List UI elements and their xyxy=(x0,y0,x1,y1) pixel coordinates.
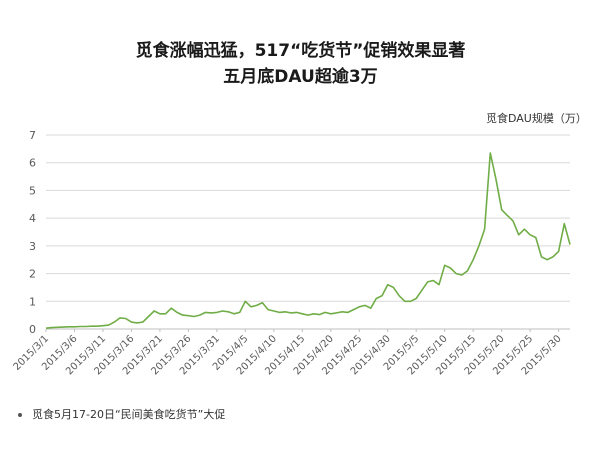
y-tick-label: 0 xyxy=(29,323,36,336)
chart-subtitle: 五月底DAU超逾3万 xyxy=(223,67,378,87)
y-tick-label: 6 xyxy=(29,157,36,170)
bullet-icon xyxy=(18,413,22,417)
series-line xyxy=(45,152,571,329)
y-tick-label: 7 xyxy=(29,129,36,142)
chart-title: 觅食涨幅迅猛，517“吃货节”促销效果显著 xyxy=(135,41,466,61)
y-tick-label: 4 xyxy=(29,212,36,225)
y-tick-label: 3 xyxy=(29,240,36,253)
y-tick-label: 2 xyxy=(29,268,36,281)
y-tick-label: 5 xyxy=(29,184,36,197)
footnote-text: 觅食5月17-20日“民间美食吃货节”大促 xyxy=(32,408,226,421)
y-unit-label: 觅食DAU规模（万） xyxy=(486,112,587,125)
y-tick-label: 1 xyxy=(29,295,36,308)
footnote: 觅食5月17-20日“民间美食吃货节”大促 xyxy=(18,406,225,422)
